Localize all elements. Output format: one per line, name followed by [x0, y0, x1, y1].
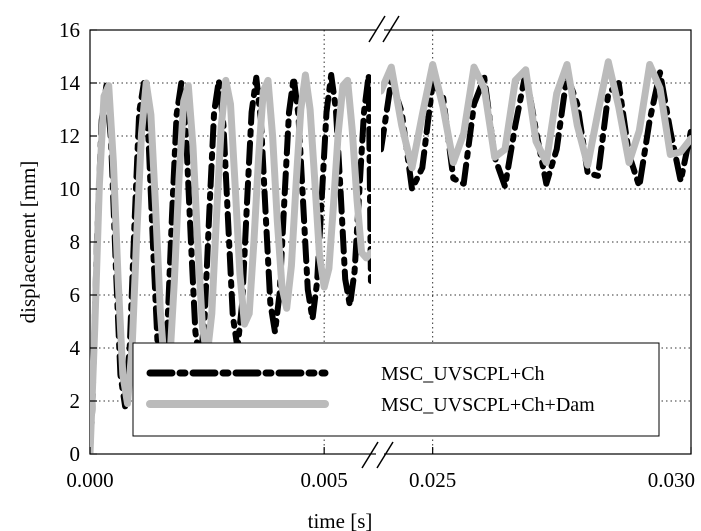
legend: MSC_UVSCPL+Ch MSC_UVSCPL+Ch+Dam: [132, 342, 660, 437]
series-1-line-segment-2: [381, 69, 691, 192]
x-tick-label-0-1: 0.005: [301, 468, 348, 492]
y-tick-label-2: 4: [70, 336, 81, 360]
series-2-line-segment-1: [90, 71, 371, 454]
y-tick-label-6: 12: [59, 124, 80, 148]
y-tick-label-0: 0: [70, 442, 81, 466]
legend-box: [132, 342, 660, 437]
y-axis-ticks: 0 2 4 6 8 10 12 14 16: [59, 18, 97, 466]
series-layer: [90, 58, 691, 454]
axis-break-slash-top-1: [368, 15, 386, 43]
x-tick-label-0-0: 0.000: [66, 468, 113, 492]
axis-break-slash-top-2: [382, 15, 400, 43]
axis-break-slash-bottom-2: [376, 441, 394, 469]
axis-break-marks: [361, 15, 400, 469]
legend-label-series-2: MSC_UVSCPL+Ch+Dam: [381, 394, 595, 416]
x-tick-label-1-1: 0.030: [648, 468, 695, 492]
x-tick-label-1-0: 0.025: [409, 468, 456, 492]
y-tick-label-1: 2: [70, 389, 81, 413]
legend-label-series-1: MSC_UVSCPL+Ch: [381, 363, 545, 385]
axis-break-slash-bottom-1: [361, 441, 379, 469]
x-axis-ticks: 0.000 0.005 0.025 0.030: [66, 447, 695, 492]
y-tick-label-7: 14: [59, 71, 81, 95]
y-tick-label-3: 6: [70, 283, 81, 307]
y-tick-label-4: 8: [70, 230, 81, 254]
y-tick-label-5: 10: [59, 177, 80, 201]
x-axis-label: time [s]: [308, 509, 373, 531]
series-2-line-segment-2: [381, 58, 691, 172]
y-axis-label: displacement [mm]: [16, 161, 40, 324]
y-tick-label-8: 16: [59, 18, 80, 42]
